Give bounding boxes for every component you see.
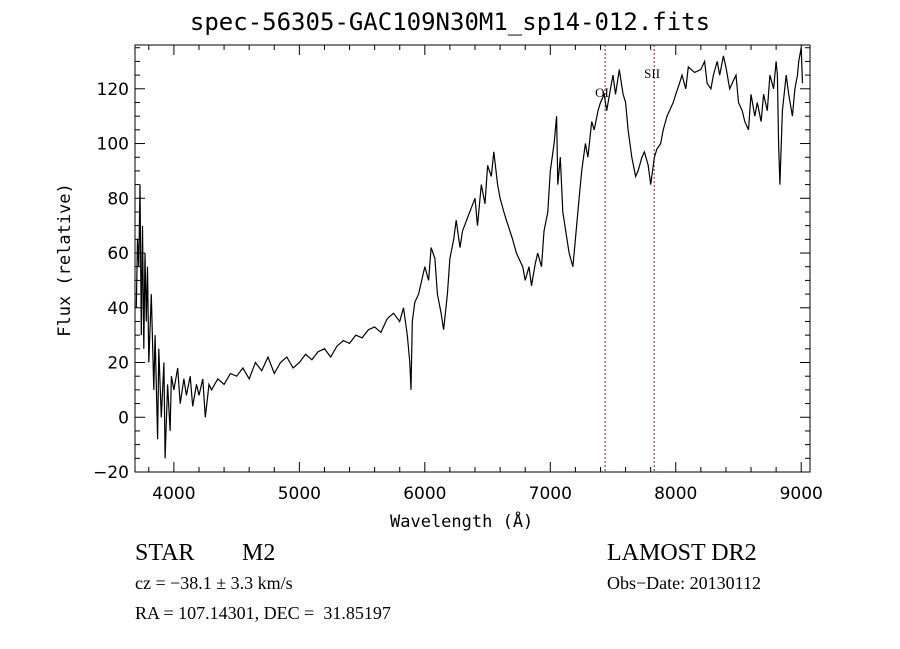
y-tick-label: 60 [107, 244, 129, 264]
line-marker-label: OI [595, 85, 609, 100]
x-tick-label: 7000 [529, 484, 572, 504]
y-axis-label: Flux (relative) [55, 183, 75, 337]
y-tick-label: 20 [107, 354, 129, 374]
y-tick-label: −20 [93, 463, 129, 483]
obs-date-text: Obs−Date: 20130112 [607, 573, 761, 593]
velocity-text: cz = −38.1 ± 3.3 km/s [135, 573, 293, 593]
y-tick-label: 0 [118, 408, 129, 428]
x-tick-label: 6000 [403, 484, 446, 504]
y-tick-label: 100 [97, 135, 129, 155]
coordinates-text: RA = 107.14301, DEC = 31.85197 [135, 603, 391, 623]
y-tick-label: 80 [107, 189, 129, 209]
survey-label: LAMOST DR2 [607, 540, 757, 566]
x-tick-label: 9000 [780, 484, 823, 504]
x-axis-label: Wavelength (Å) [390, 512, 534, 532]
x-tick-label: 5000 [278, 484, 321, 504]
plot-frame [134, 44, 811, 473]
x-tick-label: 4000 [152, 484, 195, 504]
line-marker-label: SII [644, 66, 660, 81]
chart-title: spec-56305-GAC109N30M1_sp14-012.fits [189, 8, 711, 36]
object-class: STAR [135, 540, 195, 566]
object-subclass: M2 [242, 540, 276, 566]
y-tick-label: 120 [97, 80, 129, 100]
y-tick-label: 40 [107, 299, 129, 319]
spectrum-line [135, 47, 804, 459]
x-tick-label: 8000 [654, 484, 697, 504]
